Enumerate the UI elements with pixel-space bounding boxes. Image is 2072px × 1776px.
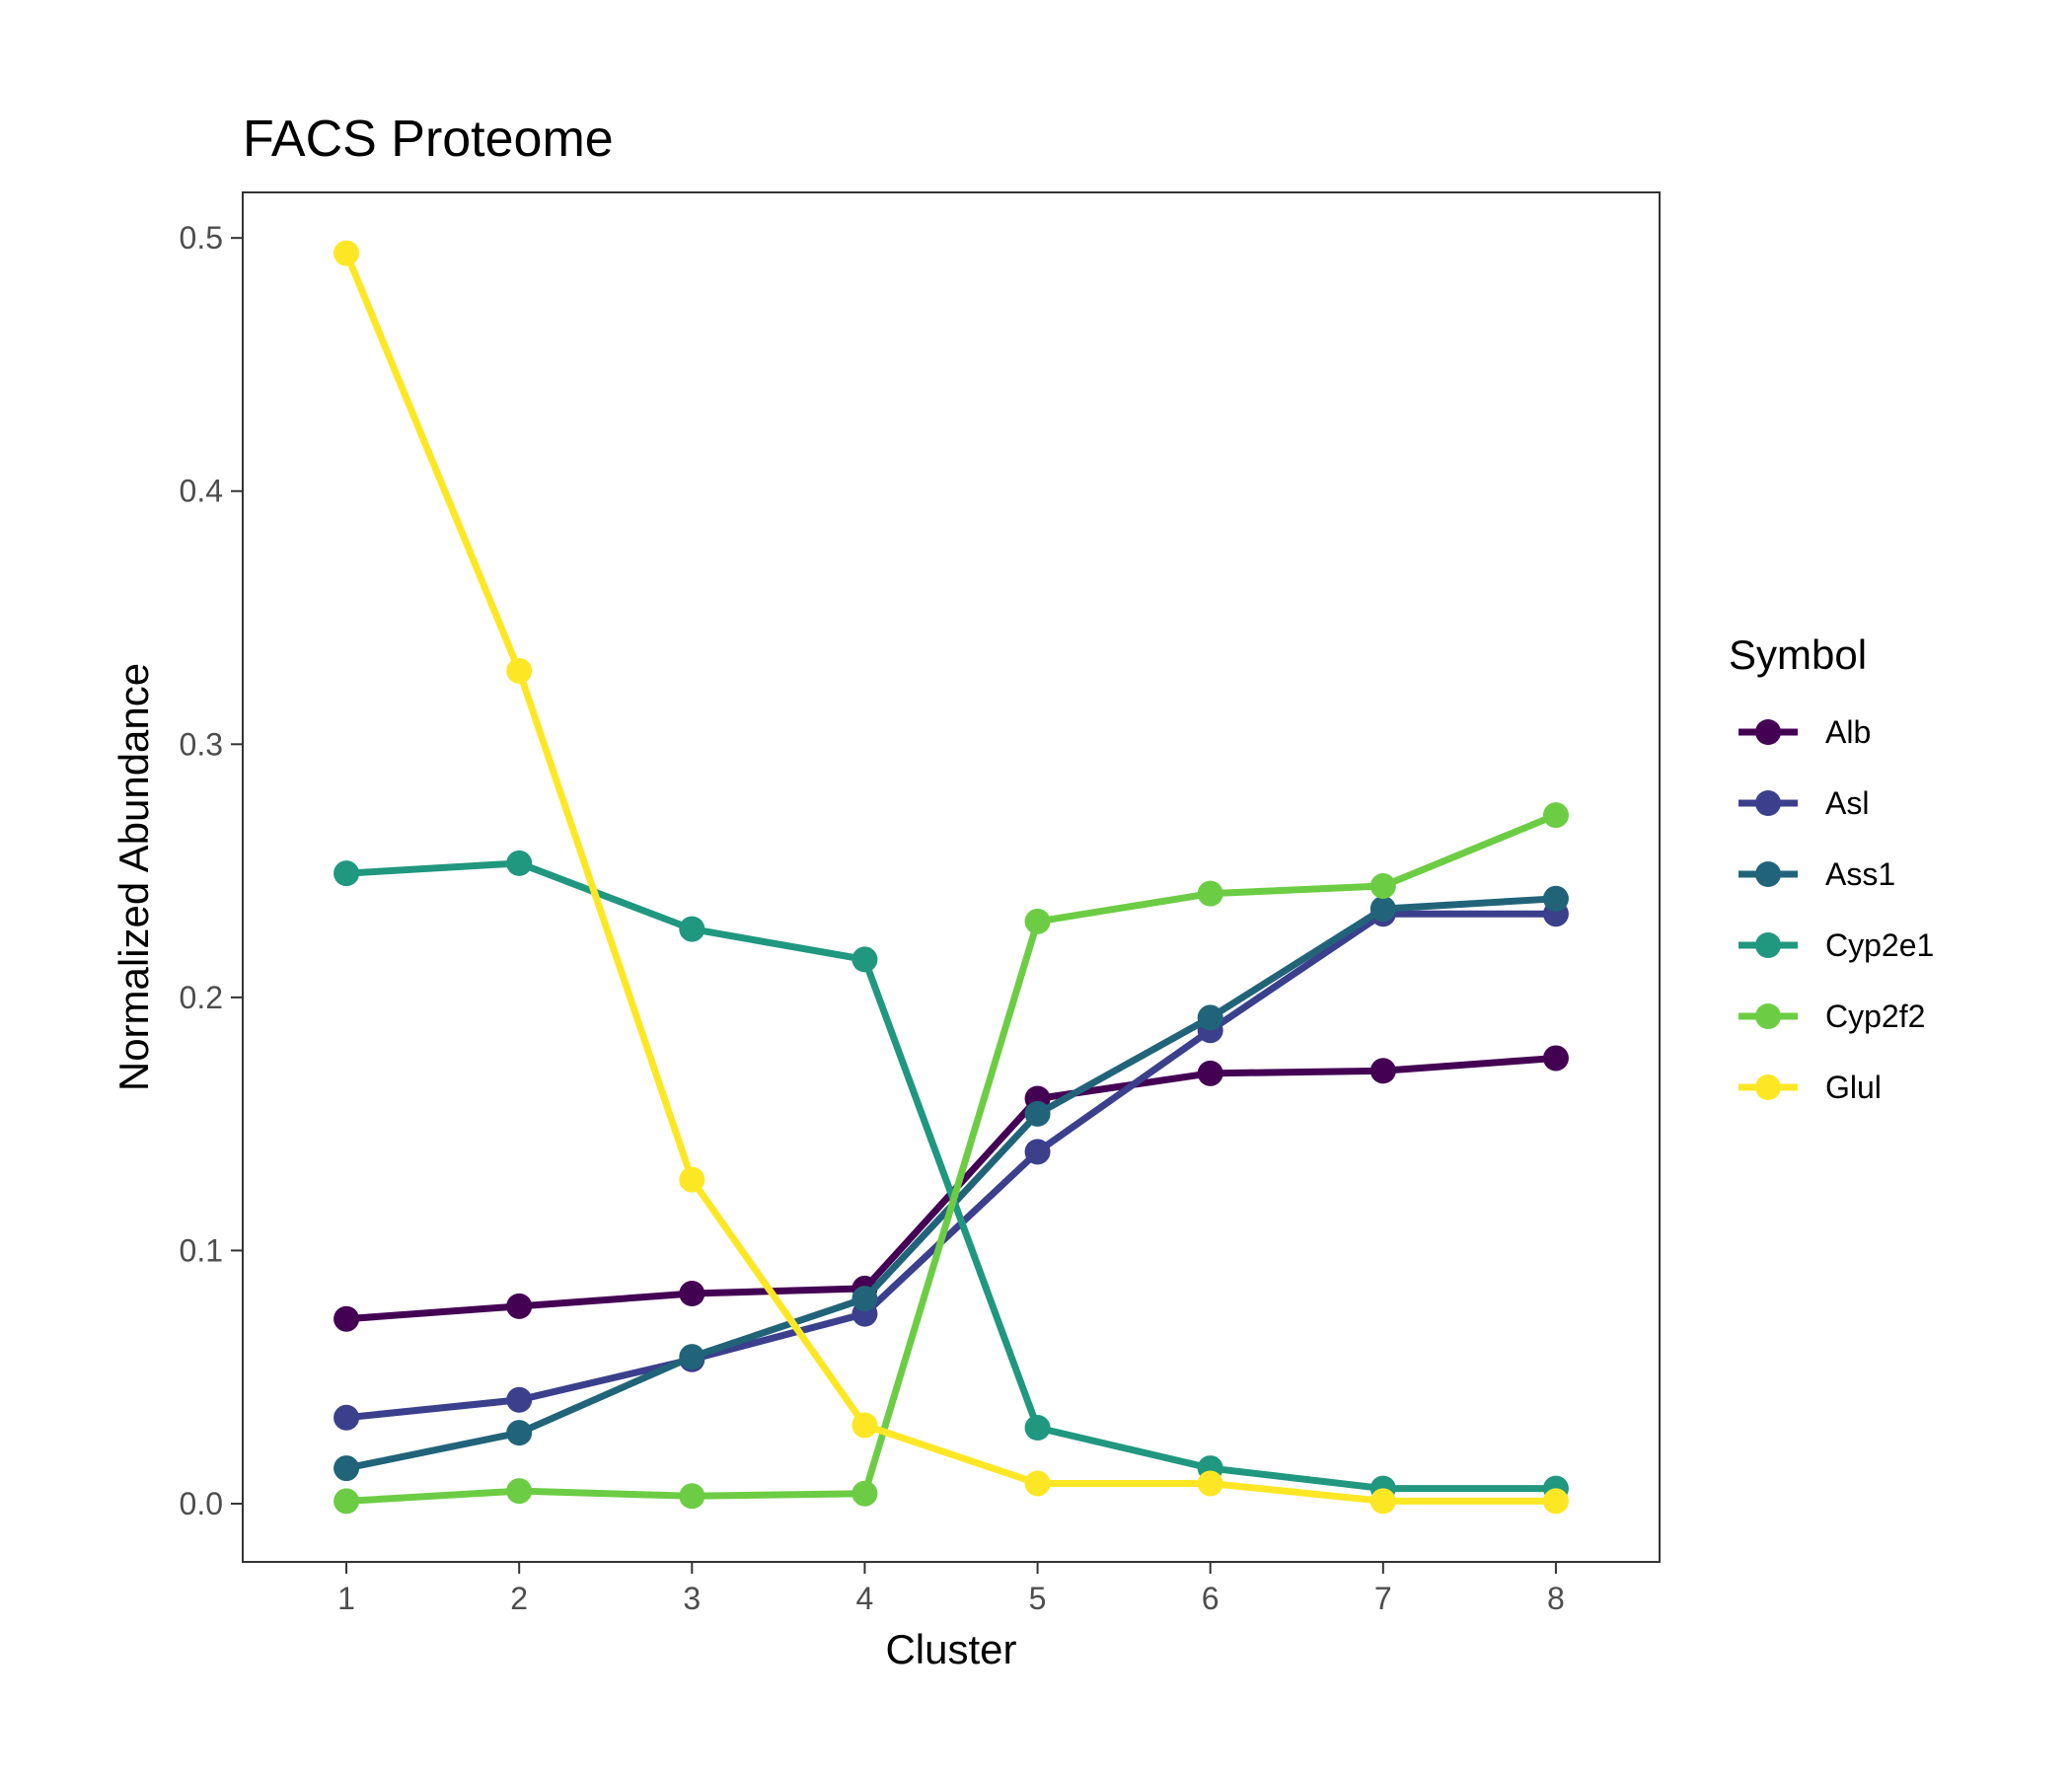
legend-label: Cyp2e1 <box>1825 927 1934 963</box>
legend-item-asl: Asl <box>1739 785 1869 821</box>
legend-key-point <box>1755 1074 1781 1100</box>
x-tick-label: 1 <box>337 1581 355 1616</box>
data-point-alb <box>506 1293 533 1319</box>
data-point-cyp2f2 <box>851 1480 878 1507</box>
y-tick-label: 0.0 <box>180 1486 223 1521</box>
x-tick-label: 5 <box>1029 1581 1047 1616</box>
series-line-cyp2f2 <box>342 811 1560 1505</box>
data-point-asl <box>333 1404 360 1431</box>
data-point-glul <box>506 657 533 684</box>
legend-label: Asl <box>1825 785 1869 821</box>
x-axis: 1 2 3 4 5 6 7 8 <box>337 1562 1565 1616</box>
plot-panel-border <box>242 191 1661 1563</box>
data-point-glul <box>333 240 360 266</box>
x-tick-label: 3 <box>683 1581 701 1616</box>
legend-item-glul: Glul <box>1739 1070 1882 1105</box>
legend-label: Ass1 <box>1825 856 1895 892</box>
series-cyp2f2 <box>333 802 1569 1515</box>
y-tick-label: 0.3 <box>180 726 223 762</box>
data-point-asl <box>1024 1139 1051 1165</box>
legend-key-point <box>1755 932 1781 958</box>
x-tick-label: 4 <box>856 1581 874 1616</box>
data-point-ass1 <box>506 1420 533 1446</box>
data-point-cyp2e1 <box>333 860 360 887</box>
legend-item-ass1: Ass1 <box>1739 856 1895 892</box>
data-point-ass1 <box>1197 1004 1223 1031</box>
x-tick-label: 2 <box>510 1581 528 1616</box>
data-point-ass1 <box>851 1286 878 1312</box>
data-point-glul <box>1197 1470 1223 1497</box>
legend-key-point <box>1755 719 1781 745</box>
data-point-glul <box>1542 1488 1569 1515</box>
data-point-alb <box>679 1281 705 1307</box>
y-tick-label: 0.4 <box>180 474 223 509</box>
data-point-cyp2f2 <box>1542 802 1569 829</box>
legend-title: Symbol <box>1729 631 1867 678</box>
legend-label: Alb <box>1825 714 1871 750</box>
legend-item-cyp2f2: Cyp2f2 <box>1739 999 1925 1034</box>
x-tick-label: 8 <box>1547 1581 1565 1616</box>
data-point-cyp2e1 <box>506 850 533 876</box>
legend-key-point <box>1755 1003 1781 1029</box>
data-point-alb <box>1369 1058 1396 1084</box>
y-tick-label: 0.5 <box>180 220 223 256</box>
data-point-glul <box>679 1166 705 1193</box>
y-tick-label: 0.2 <box>180 980 223 1015</box>
series-glul <box>333 240 1569 1515</box>
legend-label: Glul <box>1825 1070 1882 1105</box>
data-point-glul <box>1024 1470 1051 1497</box>
chart-title: FACS Proteome <box>243 111 614 168</box>
data-point-ass1 <box>1542 885 1569 912</box>
y-axis-title: Normalized Abundance <box>111 663 157 1091</box>
x-axis-title: Cluster <box>885 1626 1016 1672</box>
x-tick-label: 7 <box>1374 1581 1392 1616</box>
data-point-cyp2f2 <box>333 1488 360 1515</box>
legend: Symbol Alb Asl Ass1 Cyp2e1 Cyp2f2 Glul <box>1729 631 1934 1105</box>
data-point-ass1 <box>1369 896 1396 923</box>
data-point-ass1 <box>679 1344 705 1370</box>
series-cyp2e1 <box>333 850 1569 1502</box>
data-point-cyp2f2 <box>1197 880 1223 907</box>
data-point-glul <box>851 1412 878 1439</box>
legend-label: Cyp2f2 <box>1825 999 1925 1034</box>
legend-item-alb: Alb <box>1739 714 1871 750</box>
data-point-glul <box>1369 1488 1396 1515</box>
data-point-alb <box>1197 1060 1223 1086</box>
data-point-asl <box>506 1386 533 1413</box>
x-tick-label: 6 <box>1202 1581 1220 1616</box>
y-axis: 0.0 0.1 0.2 0.3 0.4 0.5 <box>180 220 243 1521</box>
data-point-ass1 <box>333 1455 360 1482</box>
data-point-cyp2f2 <box>1024 908 1051 934</box>
series-line-asl <box>342 910 1560 1422</box>
series-line-glul <box>342 250 1560 1505</box>
data-point-cyp2f2 <box>1369 872 1396 899</box>
data-point-cyp2f2 <box>506 1478 533 1505</box>
legend-item-cyp2e1: Cyp2e1 <box>1739 927 1934 963</box>
data-point-alb <box>1542 1045 1569 1072</box>
data-point-alb <box>333 1305 360 1332</box>
y-tick-label: 0.1 <box>180 1232 223 1268</box>
data-point-cyp2f2 <box>679 1483 705 1510</box>
legend-key-point <box>1755 790 1781 816</box>
data-point-ass1 <box>1024 1100 1051 1127</box>
legend-key-point <box>1755 861 1781 887</box>
data-point-cyp2e1 <box>679 916 705 942</box>
data-point-cyp2e1 <box>1024 1415 1051 1442</box>
series-line-cyp2e1 <box>342 859 1560 1493</box>
data-point-cyp2e1 <box>851 946 878 973</box>
series-layer <box>333 240 1569 1515</box>
